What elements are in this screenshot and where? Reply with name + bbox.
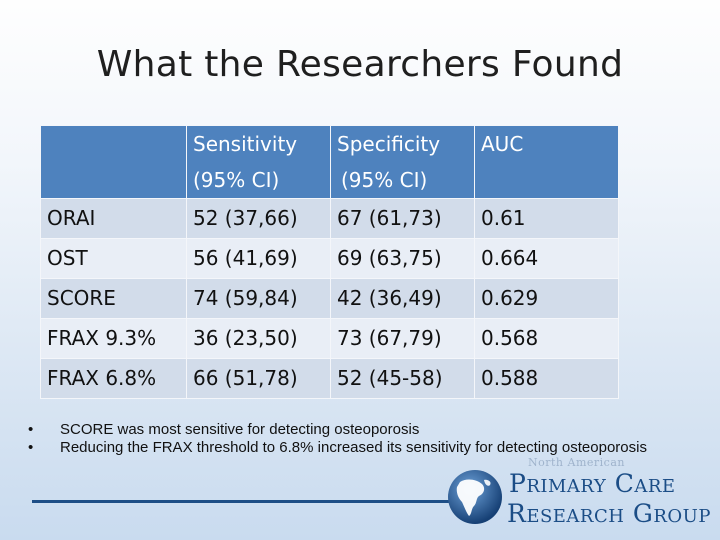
footer-rule — [32, 500, 452, 503]
row-auc: 0.568 — [474, 318, 619, 359]
bullet-text: SCORE was most sensitive for detecting o… — [60, 421, 420, 438]
row-auc: 0.629 — [474, 278, 619, 319]
header-specificity-label: Specificity — [337, 132, 441, 156]
header-cell-sensitivity: Sensitivity (95% CI) — [186, 125, 331, 199]
results-table: Sensitivity (95% CI) Specificity (95% CI… — [40, 125, 619, 399]
row-specificity: 73 (67,79) — [330, 318, 475, 359]
bullet-icon: • — [28, 439, 34, 456]
row-tool-name: FRAX 9.3% — [40, 318, 187, 359]
row-specificity: 69 (63,75) — [330, 238, 475, 279]
row-sensitivity: 36 (23,50) — [186, 318, 331, 359]
row-specificity: 52 (45-58) — [330, 358, 475, 399]
row-sensitivity: 52 (37,66) — [186, 198, 331, 239]
row-specificity: 67 (61,73) — [330, 198, 475, 239]
header-sensitivity-ci: (95% CI) — [193, 168, 280, 192]
slide-title: What the Researchers Found — [96, 44, 624, 85]
row-tool-name: ORAI — [40, 198, 187, 239]
row-tool-name: SCORE — [40, 278, 187, 319]
row-tool-name: OST — [40, 238, 187, 279]
row-auc: 0.588 — [474, 358, 619, 399]
table-row: SCORE 74 (59,84) 42 (36,49) 0.629 — [40, 278, 619, 319]
header-cell-auc: AUC — [474, 125, 619, 199]
table-row: ORAI 52 (37,66) 67 (61,73) 0.61 — [40, 198, 619, 239]
table-header-row: Sensitivity (95% CI) Specificity (95% CI… — [40, 125, 619, 199]
logo-tagline: North American — [528, 456, 625, 469]
row-sensitivity: 74 (59,84) — [186, 278, 331, 319]
findings-bullet-list: • SCORE was most sensitive for detecting… — [28, 421, 688, 457]
header-sensitivity-label: Sensitivity — [193, 132, 298, 156]
row-sensitivity: 56 (41,69) — [186, 238, 331, 279]
header-auc-label: AUC — [481, 132, 524, 156]
header-cell-blank — [40, 125, 187, 199]
row-auc: 0.61 — [474, 198, 619, 239]
globe-icon — [448, 470, 502, 524]
bullet-item: • Reducing the FRAX threshold to 6.8% in… — [28, 439, 688, 457]
row-specificity: 42 (36,49) — [330, 278, 475, 319]
bullet-item: • SCORE was most sensitive for detecting… — [28, 421, 688, 439]
row-sensitivity: 66 (51,78) — [186, 358, 331, 399]
header-specificity-ci: (95% CI) — [341, 168, 428, 192]
logo-text-primary-care: Primary Care — [509, 469, 676, 498]
logo-text-research-group: Research Group — [507, 499, 711, 528]
table-row: FRAX 6.8% 66 (51,78) 52 (45-58) 0.588 — [40, 358, 619, 399]
bullet-text: Reducing the FRAX threshold to 6.8% incr… — [60, 439, 647, 456]
header-cell-specificity: Specificity (95% CI) — [330, 125, 475, 199]
row-auc: 0.664 — [474, 238, 619, 279]
bullet-icon: • — [28, 421, 34, 438]
table-row: FRAX 9.3% 36 (23,50) 73 (67,79) 0.568 — [40, 318, 619, 359]
table-row: OST 56 (41,69) 69 (63,75) 0.664 — [40, 238, 619, 279]
row-tool-name: FRAX 6.8% — [40, 358, 187, 399]
